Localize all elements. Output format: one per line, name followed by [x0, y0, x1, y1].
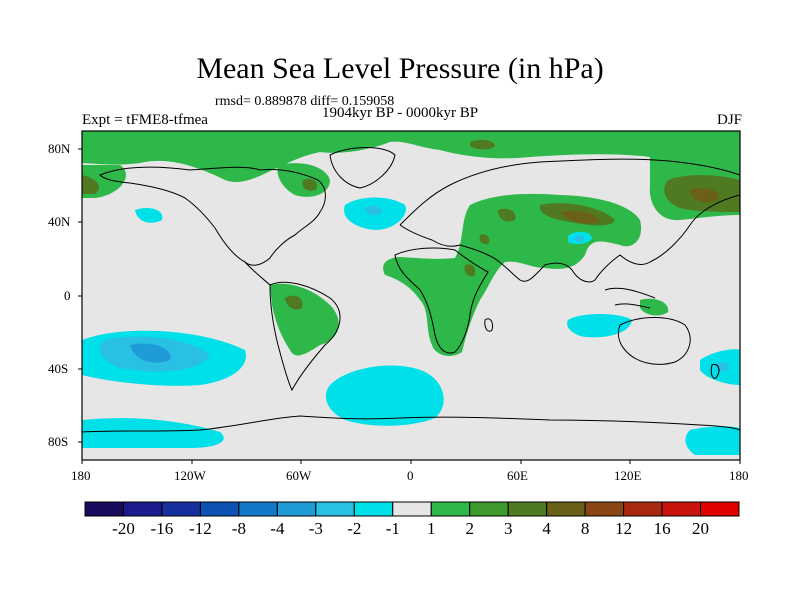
map-title: Mean Sea Level Pressure (in hPa) — [196, 52, 604, 85]
colorbar-swatch — [430, 501, 471, 517]
greenland-coast — [329, 147, 396, 189]
lat-label-0: 0 — [64, 288, 71, 303]
arabia-darker — [498, 208, 516, 222]
colorbar-swatch — [199, 501, 240, 517]
colorbar — [84, 501, 740, 517]
tibet-negative-core — [574, 235, 585, 242]
lon-label-60e: 60E — [507, 468, 528, 483]
colorbar-swatch — [469, 501, 509, 517]
antarctic-negative-east — [685, 426, 740, 455]
north-america-coast — [99, 166, 326, 266]
colorbar-tick-label: -20 — [112, 519, 135, 538]
colorbar-tick-label: 1 — [426, 519, 436, 538]
central-america-coast — [244, 261, 271, 286]
axis-ticks — [78, 148, 741, 464]
antarctica-coast — [82, 415, 740, 433]
colorbar-swatch — [161, 501, 201, 517]
south-america-coast — [269, 281, 341, 392]
colorbar-tick-label: -4 — [270, 519, 285, 538]
experiment-label: Expt = tFME8-tfmea — [82, 112, 208, 128]
lon-label-180e: 180 — [729, 468, 749, 483]
lon-label-60w: 60W — [286, 468, 312, 483]
central-asia-darkest — [560, 210, 600, 224]
colorbar-swatch — [584, 501, 625, 517]
colorbar-tick-label: 20 — [692, 519, 709, 538]
madagascar-coast — [484, 318, 493, 332]
colorbar-swatch — [276, 501, 317, 517]
lon-label-0: 0 — [407, 468, 414, 483]
southeast-asia-positive — [640, 298, 669, 316]
colorbar-swatch — [315, 501, 355, 517]
north-africa-darker — [479, 234, 490, 245]
lon-label-120e: 120E — [614, 468, 642, 483]
colorbar-swatch — [353, 501, 394, 517]
colorbar-swatch — [122, 501, 163, 517]
colorbar-tick-label: 16 — [653, 519, 671, 538]
sw-pacific-negative-core — [715, 362, 729, 372]
colorbar-swatch — [507, 501, 548, 517]
lat-label-40s: 40S — [48, 361, 69, 376]
colorbar-tick-label: -8 — [231, 519, 246, 538]
colorbar-swatch — [661, 501, 702, 517]
colorbar-tick-label: 12 — [615, 519, 633, 538]
colorbar-tick-label: -2 — [347, 519, 362, 538]
colorbar-tick-label: 2 — [465, 519, 474, 538]
new-zealand-coast — [710, 363, 720, 379]
colorbar-swatch — [546, 501, 586, 517]
arctic-positive-region — [82, 131, 740, 183]
europe-asia-coast — [399, 158, 740, 283]
australia-coast — [617, 317, 691, 365]
colorbar-tick-label: -12 — [189, 519, 212, 538]
colorbar-swatch — [700, 501, 740, 517]
colorbar-tick-label: 3 — [503, 519, 513, 538]
colorbar-swatch — [238, 501, 278, 517]
south-atlantic-negative — [325, 365, 444, 426]
colorbar-tick-label: -3 — [308, 519, 323, 538]
colorbar-tick-label: -16 — [150, 519, 174, 538]
colorbar-tick-label: -1 — [385, 519, 400, 538]
lon-label-180w: 180 — [71, 468, 91, 483]
africa-coast — [394, 247, 489, 354]
season-label: DJF — [716, 112, 742, 128]
ne-pacific-negative — [135, 208, 163, 223]
east-asia-darkest — [690, 188, 719, 203]
antarctic-negative — [82, 418, 224, 448]
colorbar-swatch — [392, 501, 432, 517]
north-america-darker — [302, 178, 318, 191]
indian-ocean-negative — [567, 314, 632, 338]
stats-text: rmsd= 0.889878 diff= 0.159058 — [215, 94, 395, 109]
lat-label-40n: 40N — [48, 214, 71, 229]
indonesia-coast — [604, 287, 656, 309]
coastlines — [82, 147, 740, 433]
arctic-darker-patch — [470, 139, 495, 150]
south-america-darker — [285, 295, 303, 310]
north-pacific-darker — [82, 175, 100, 194]
south-pacific-negative-core — [130, 343, 171, 363]
india-darker — [464, 264, 476, 277]
period-subtitle: 1904kyr BP - 0000kyr BP — [321, 105, 479, 121]
anomaly-fields — [82, 131, 740, 455]
lat-label-80n: 80N — [48, 141, 71, 156]
lon-label-120w: 120W — [174, 468, 206, 483]
colorbar-swatch — [84, 501, 124, 517]
colorbar-tick-label: 4 — [542, 519, 551, 538]
colorbar-swatch — [623, 501, 663, 517]
north-atlantic-negative-core — [365, 205, 382, 216]
colorbar-tick-label: 8 — [580, 519, 590, 538]
lat-label-80s: 80S — [48, 434, 69, 449]
